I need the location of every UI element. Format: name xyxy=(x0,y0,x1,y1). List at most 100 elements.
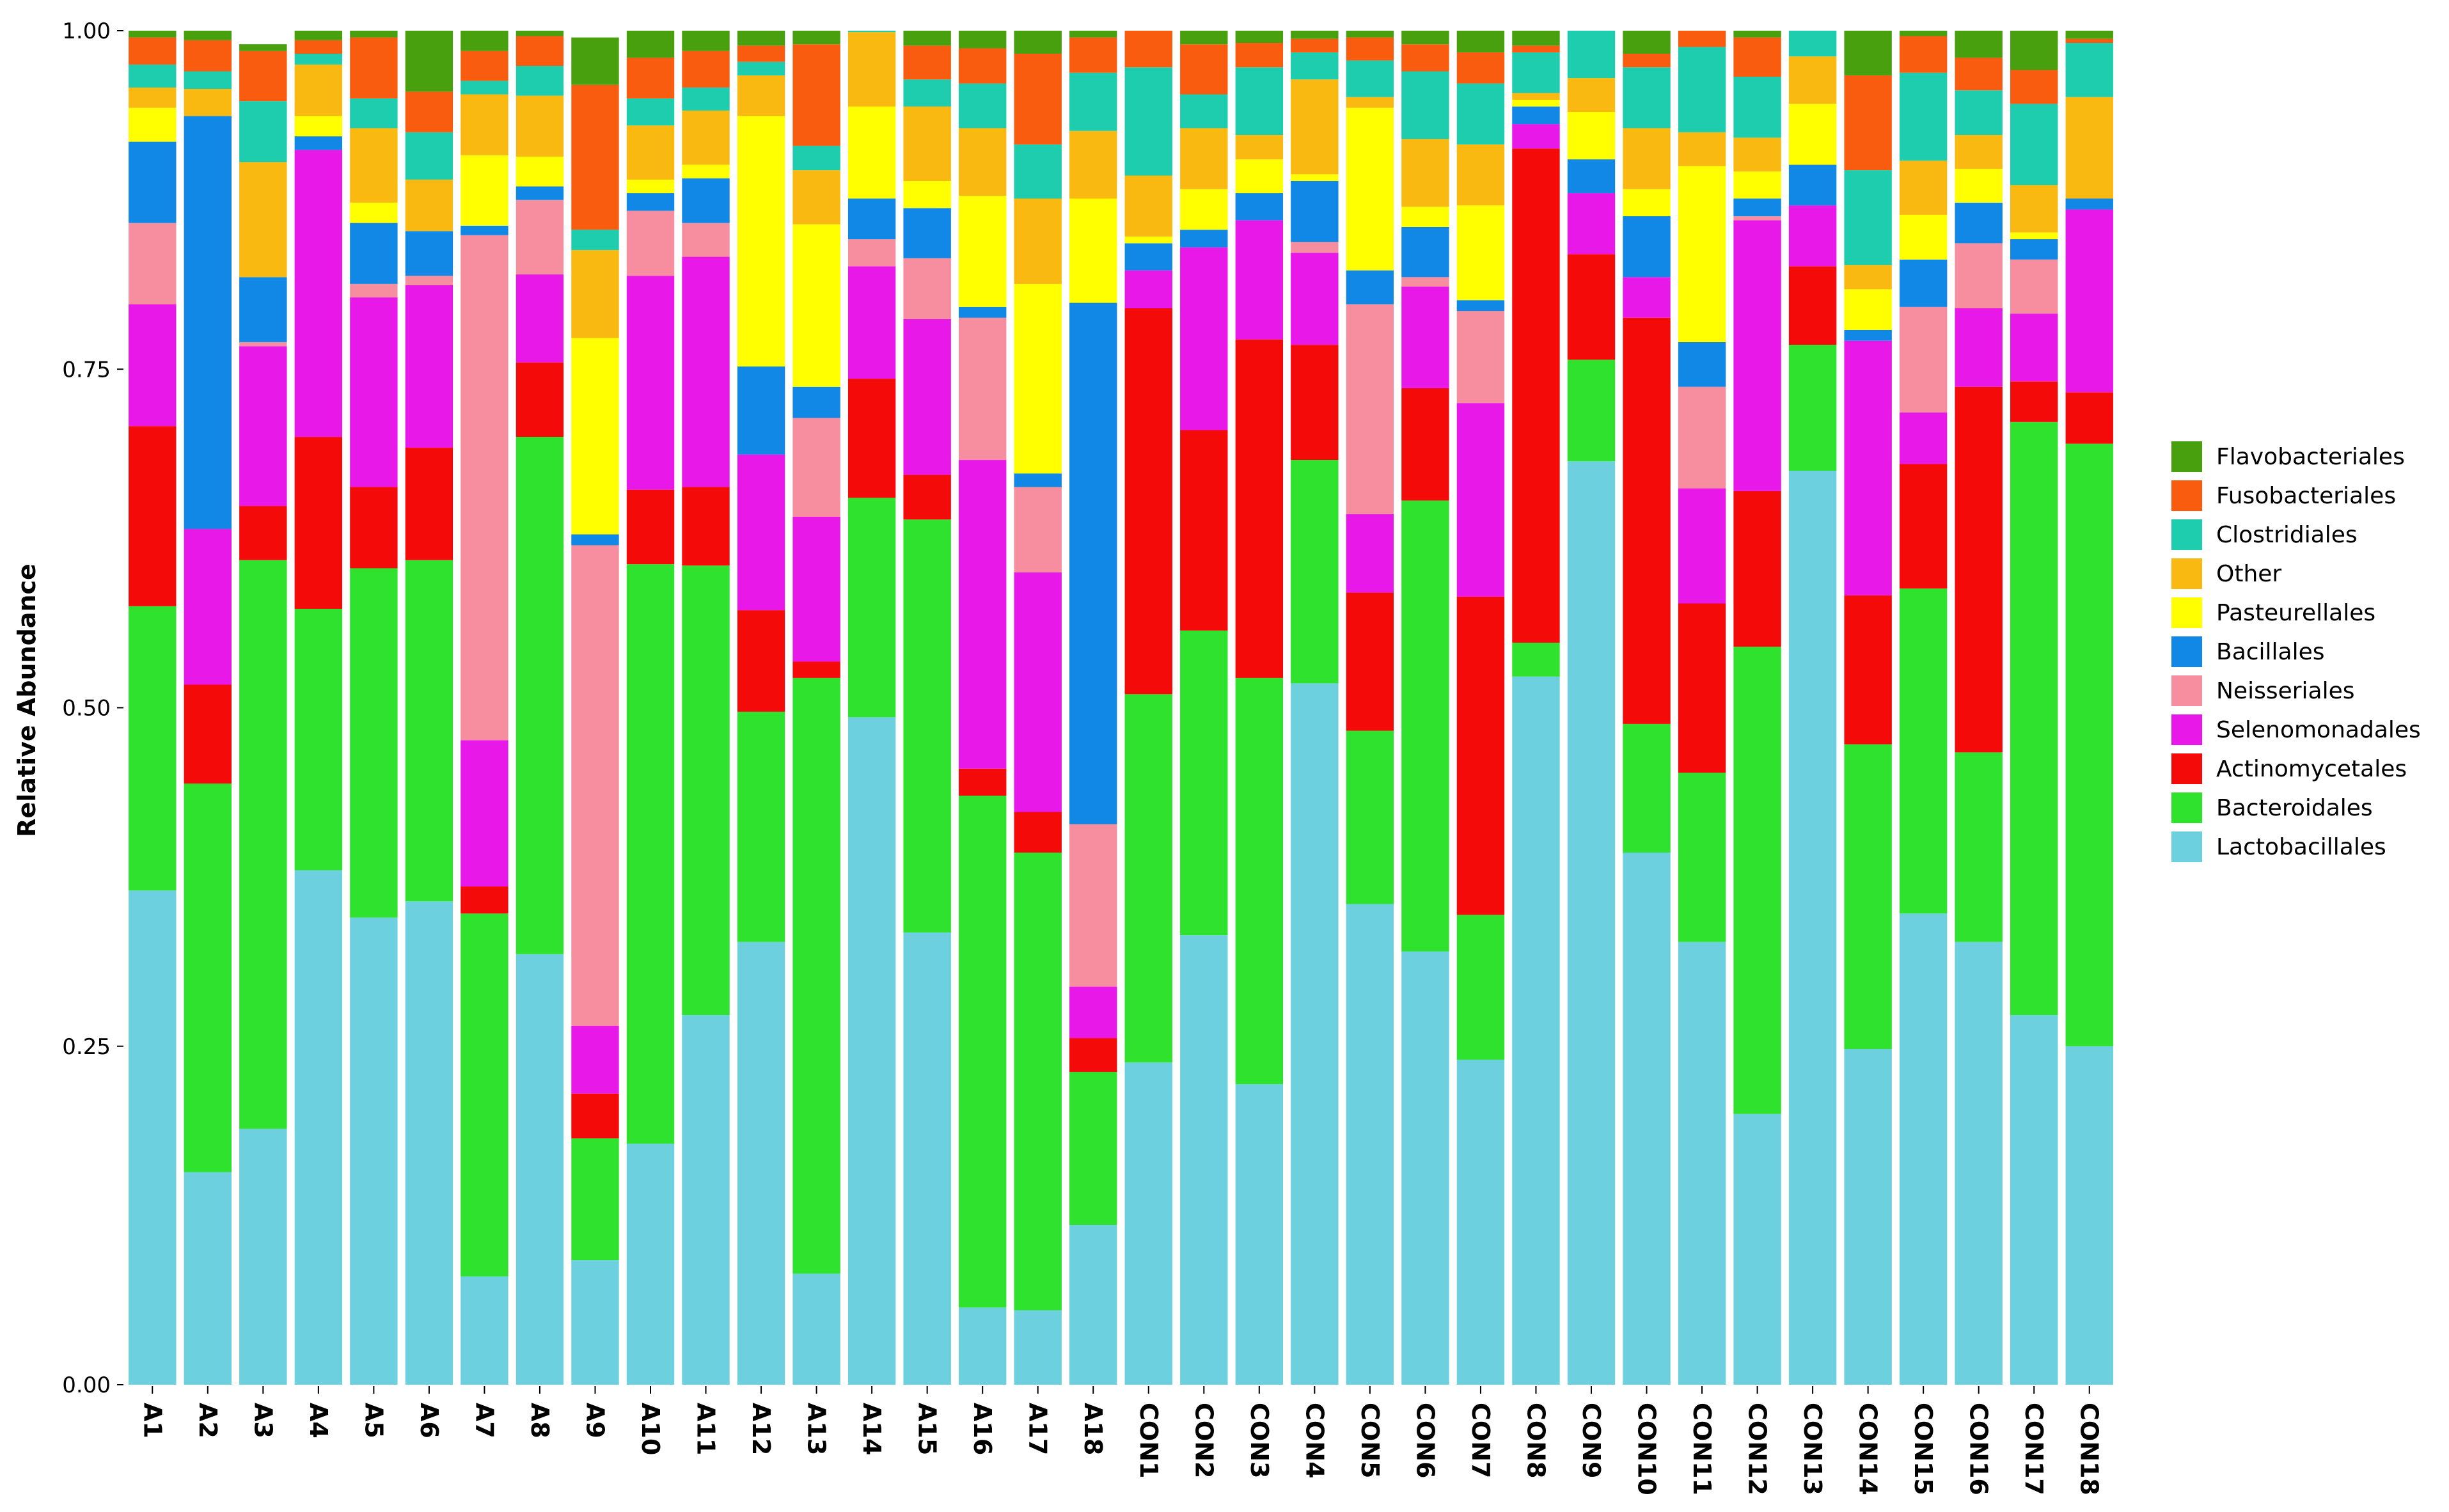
bar-segment-actinomycetales-con9 xyxy=(1567,254,1616,360)
bar-segment-bacillales-a9 xyxy=(571,534,619,546)
bar-segment-flavobacteriales-a9 xyxy=(571,37,619,85)
bar-segment-pasteurellales-a15 xyxy=(903,180,951,209)
bar-segment-bacteroidales-a7 xyxy=(461,913,508,1277)
bar-segment-lactobacillales-a18 xyxy=(1069,1225,1117,1385)
bar-segment-fusobacteriales-con4 xyxy=(1291,38,1339,52)
bar-segment-pasteurellales-a18 xyxy=(1069,198,1117,303)
y-tick-label: 1.00 xyxy=(62,19,111,44)
bar-segment-pasteurellales-a7 xyxy=(461,155,508,226)
bar-segment-bacteroidales-con8 xyxy=(1512,642,1560,677)
bar-segment-other-con5 xyxy=(1346,97,1394,108)
bar-segment-bacillales-con12 xyxy=(1733,198,1781,217)
bar-segment-other-a11 xyxy=(682,110,730,165)
bar-segment-actinomycetales-con16 xyxy=(1955,386,2003,753)
bar-segment-fusobacteriales-con6 xyxy=(1401,44,1449,72)
bar-segment-bacillales-con9 xyxy=(1567,159,1616,194)
bar-segment-bacillales-con2 xyxy=(1180,230,1228,248)
bar-segment-lactobacillales-con12 xyxy=(1733,1114,1781,1385)
bar-segment-pasteurellales-a12 xyxy=(737,116,785,367)
legend-label-actinomycetales: Actinomycetales xyxy=(2216,756,2407,782)
legend-swatch-clostridiales xyxy=(2171,519,2202,550)
x-tick-label-a2: A2 xyxy=(194,1403,222,1438)
x-tick-label-a15: A15 xyxy=(913,1403,941,1455)
bar-segment-selenomonadales-a9 xyxy=(571,1025,619,1094)
bar-segment-actinomycetales-a14 xyxy=(847,379,896,498)
bar-segment-clostridiales-con11 xyxy=(1678,47,1726,132)
bar-segment-selenomonadales-con11 xyxy=(1678,488,1726,604)
bar-segment-selenomonadales-a6 xyxy=(405,285,453,448)
bar-segment-lactobacillales-a7 xyxy=(461,1276,508,1385)
bar-segment-clostridiales-con9 xyxy=(1567,31,1616,79)
bar-segment-actinomycetales-a10 xyxy=(626,489,675,565)
bar-segment-selenomonadales-a1 xyxy=(129,304,177,427)
bar-segment-bacteroidales-con14 xyxy=(1844,744,1892,1049)
bar-segment-bacillales-con17 xyxy=(2010,239,2058,260)
bar-segment-fusobacteriales-a11 xyxy=(682,51,730,88)
bar-segment-lactobacillales-a11 xyxy=(682,1015,730,1385)
bar-segment-selenomonadales-con15 xyxy=(1899,412,1948,464)
bar-segment-clostridiales-a16 xyxy=(958,83,1007,129)
bar-segment-clostridiales-con13 xyxy=(1788,31,1837,57)
bar-segment-pasteurellales-a8 xyxy=(516,156,564,187)
bar-segment-selenomonadales-con10 xyxy=(1623,277,1671,318)
bar-segment-neisseriales-a6 xyxy=(405,276,453,285)
bar-segment-selenomonadales-a11 xyxy=(682,256,730,487)
bar-segment-bacteroidales-con5 xyxy=(1346,730,1394,904)
bar-segment-clostridiales-con8 xyxy=(1512,52,1560,93)
legend-label-selenomonadales: Selenomonadales xyxy=(2216,717,2421,743)
bar-segment-clostridiales-a6 xyxy=(405,132,453,180)
bar-segment-selenomonadales-con7 xyxy=(1456,403,1505,597)
legend-swatch-neisseriales xyxy=(2171,675,2202,706)
bar-segment-actinomycetales-con5 xyxy=(1346,592,1394,731)
bar-segment-selenomonadales-con3 xyxy=(1235,220,1284,340)
bar-segment-bacillales-con18 xyxy=(2065,198,2113,210)
x-tick-label-con14: CON14 xyxy=(1854,1403,1882,1495)
bar-segment-flavobacteriales-a5 xyxy=(350,31,398,38)
bar-segment-pasteurellales-a13 xyxy=(792,224,840,387)
bar-segment-actinomycetales-a5 xyxy=(350,487,398,569)
y-tick-label: 0.25 xyxy=(62,1034,111,1060)
bar-segment-other-con9 xyxy=(1567,78,1616,113)
bar-segment-flavobacteriales-con10 xyxy=(1623,31,1671,54)
bar-segment-flavobacteriales-a13 xyxy=(792,31,840,45)
bar-segment-lactobacillales-con10 xyxy=(1623,853,1671,1385)
legend-label-clostridiales: Clostridiales xyxy=(2216,522,2358,548)
bar-segment-other-a15 xyxy=(903,106,951,181)
bar-segment-other-con6 xyxy=(1401,139,1449,207)
bar-segment-flavobacteriales-a4 xyxy=(294,31,343,40)
bar-segment-fusobacteriales-con3 xyxy=(1235,43,1284,68)
bar-segment-bacillales-a7 xyxy=(461,225,508,235)
bar-segment-lactobacillales-con8 xyxy=(1512,676,1560,1385)
bar-segment-pasteurellales-con12 xyxy=(1733,171,1781,199)
bar-segment-other-a4 xyxy=(294,64,343,116)
bar-segment-clostridiales-a8 xyxy=(516,66,564,96)
legend-label-lactobacillales: Lactobacillales xyxy=(2216,834,2386,860)
bar-segment-fusobacteriales-con15 xyxy=(1899,36,1948,73)
bar-segment-selenomonadales-con14 xyxy=(1844,340,1892,595)
bar-segment-neisseriales-con4 xyxy=(1291,242,1339,253)
bar-segment-clostridiales-con7 xyxy=(1456,83,1505,145)
bar-segment-selenomonadales-con16 xyxy=(1955,308,2003,387)
bar-segment-fusobacteriales-con12 xyxy=(1733,37,1781,77)
bar-segment-lactobacillales-a10 xyxy=(626,1144,675,1385)
bar-segment-other-con10 xyxy=(1623,128,1671,189)
x-tick-label-con1: CON1 xyxy=(1135,1403,1163,1478)
bar-segment-pasteurellales-con5 xyxy=(1346,107,1394,271)
bar-segment-bacillales-a14 xyxy=(847,198,896,240)
bar-segment-bacteroidales-con6 xyxy=(1401,500,1449,952)
bar-segment-fusobacteriales-a8 xyxy=(516,36,564,67)
legend-swatch-pasteurellales xyxy=(2171,597,2202,628)
bar-segment-neisseriales-con12 xyxy=(1733,216,1781,221)
bar-segment-clostridiales-con15 xyxy=(1899,72,1948,161)
x-tick-label-a16: A16 xyxy=(968,1403,996,1455)
bar-segment-other-a17 xyxy=(1014,198,1062,284)
bar-segment-neisseriales-a10 xyxy=(626,210,675,276)
bar-segment-neisseriales-a7 xyxy=(461,235,508,741)
bar-segment-bacillales-con7 xyxy=(1456,300,1505,311)
x-tick-label-a4: A4 xyxy=(304,1403,333,1438)
bar-segment-actinomycetales-con7 xyxy=(1456,596,1505,915)
bar-segment-bacillales-a18 xyxy=(1069,303,1117,824)
legend: Flavobacteriales Fusobacteriales Clostridi… xyxy=(2171,441,2421,862)
bar-segment-clostridiales-a12 xyxy=(737,61,785,75)
x-tick-label-a17: A17 xyxy=(1024,1403,1052,1455)
